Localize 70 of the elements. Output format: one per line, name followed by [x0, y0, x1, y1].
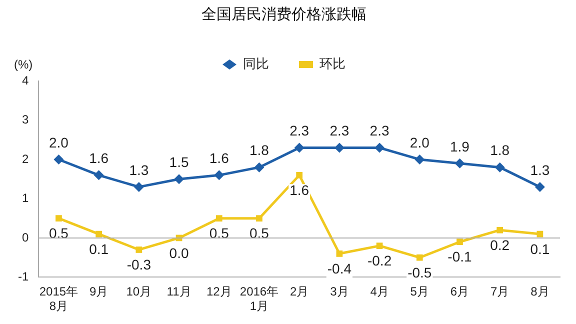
data-label: 1.5 [169, 154, 189, 170]
data-label: 2.0 [410, 134, 430, 150]
x-tick-label: 8月 [530, 284, 550, 299]
point [56, 215, 62, 222]
point [294, 142, 304, 153]
point [336, 250, 343, 257]
point [416, 254, 423, 261]
data-label: -0.5 [408, 264, 432, 280]
point [96, 230, 102, 238]
data-label: -0.4 [327, 260, 352, 277]
y-axis-title: (%) [14, 57, 33, 72]
x-tick-label: 2月 [290, 284, 309, 299]
data-label: 2.3 [330, 122, 350, 139]
data-label: 1.9 [450, 138, 470, 154]
data-label: -0.2 [367, 252, 392, 269]
x-tick-label: 2015年 8月 [39, 284, 78, 314]
point [534, 182, 545, 192]
data-label: 0.1 [89, 240, 109, 257]
y-tick-label: 0 [22, 230, 29, 244]
data-label: 0.2 [490, 236, 510, 253]
legend-label: 环比 [320, 56, 346, 72]
chart-title: 全国居民消费价格涨跌幅 [202, 6, 366, 24]
data-label: 1.8 [490, 142, 510, 158]
x-tick-label: 9月 [89, 284, 108, 299]
point [214, 170, 224, 180]
point [496, 226, 504, 234]
x-tick-label: 2016年 1月 [240, 284, 279, 314]
point [454, 158, 465, 168]
point [94, 170, 104, 180]
point [216, 215, 222, 222]
x-tick-label: 6月 [450, 284, 470, 299]
point [456, 238, 463, 246]
point [174, 174, 184, 184]
data-label: 1.3 [129, 162, 149, 178]
data-label: 1.6 [209, 150, 230, 166]
x-tick-label: 5月 [410, 284, 429, 299]
point [136, 246, 142, 253]
data-label: 1.8 [250, 142, 270, 158]
point [134, 182, 144, 192]
x-tick-label: 12月 [206, 284, 232, 299]
point [376, 242, 383, 249]
point [254, 162, 264, 172]
data-label: 0.0 [169, 244, 189, 261]
data-label: 2.0 [48, 134, 69, 150]
data-label: 1.6 [89, 150, 109, 166]
y-tick-label: 2 [22, 152, 29, 166]
point [374, 142, 385, 153]
data-label: 2.3 [370, 122, 390, 139]
x-tick-label: 7月 [490, 284, 510, 299]
data-label: -0.3 [126, 256, 152, 273]
x-tick-label: 11月 [166, 284, 192, 299]
x-tick-label: 3月 [330, 284, 349, 299]
y-tick-label: 1 [22, 191, 29, 206]
x-tick-label: 4月 [370, 284, 389, 299]
point [494, 162, 505, 172]
y-tick-label: 4 [22, 73, 29, 88]
point [334, 142, 344, 153]
data-label: 2.3 [290, 122, 310, 139]
x-tick-label: 10月 [126, 284, 152, 299]
point [256, 215, 262, 222]
point [414, 154, 425, 164]
data-label: 1.6 [290, 182, 310, 198]
y-tick-label: -1 [18, 270, 29, 284]
data-label: -0.1 [448, 248, 472, 265]
legend-label: 同比 [243, 56, 269, 72]
point [54, 154, 64, 164]
y-tick-label: 3 [22, 112, 29, 127]
data-label: 0.1 [530, 240, 550, 257]
data-label: 1.3 [530, 162, 550, 178]
point [296, 172, 303, 178]
